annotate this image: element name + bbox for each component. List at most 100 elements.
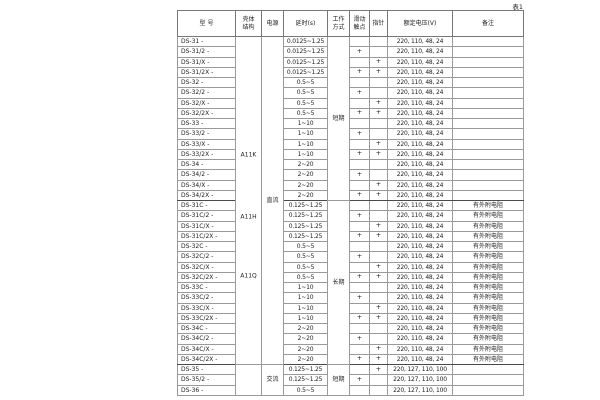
remark-cell: 有外附电阻 [452,343,524,355]
model-cell: DS-34 - [177,158,236,171]
remark-cell: 有外附电阻 [452,220,524,232]
sliding-contact-cell: + [349,46,370,58]
voltage-cell: 220, 127, 110, 100 [387,363,453,376]
remark-cell: 有外附电阻 [452,292,524,304]
sliding-contact-cell [349,302,370,314]
remark-cell [452,158,524,171]
table-row: DS-33C/2X - 1~10 + +220, 110, 48, 24 有外附电阻 [177,312,524,325]
sliding-contact-cell [349,363,370,376]
remark-cell [452,97,524,109]
remark-cell [452,384,524,396]
delay-cell: 2~20 [283,189,328,202]
pointer-cell [369,281,388,294]
sliding-contact-cell [349,158,370,171]
voltage-cell: 220, 110, 48, 24 [387,230,453,243]
shell-structure-label: A11K [240,151,257,159]
table-row: DS-34/X - 2~20 +220, 110, 48, 24 [177,179,524,191]
pointer-cell: + [369,97,388,109]
pointer-cell [369,292,388,304]
voltage-cell: 220, 110, 48, 24 [387,302,453,314]
table-row: DS-32C - 0.5~5 220, 110, 48, 24 有外附电阻 [177,240,524,253]
sliding-contact-cell [349,220,370,232]
pointer-cell: + [369,66,388,79]
header-shell-structure: 壳体 结构 [235,10,262,37]
voltage-cell: 220, 110, 48, 24 [387,158,453,171]
remark-cell: 有外附电阻 [452,312,524,325]
delay-cell: 0.5~5 [283,107,328,120]
remark-cell [452,374,524,386]
remark-cell: 有外附电阻 [452,199,524,212]
remark-cell: 有外附电阻 [452,261,524,273]
delay-cell: 2~20 [283,353,328,366]
pointer-cell: + [369,189,388,202]
model-cell: DS-32C/2X - [177,271,236,284]
table-row: DS-31/2X - 0.0125~1.25 + +220, 110, 48, 24 [177,66,524,79]
sliding-contact-cell: + [349,271,370,284]
table-row: DS-34C/2 - 2~20 +220, 110, 48, 24 有外附电阻 [177,333,524,345]
pointer-cell: + [369,353,388,366]
voltage-cell: 220, 110, 48, 24 [387,292,453,304]
table-row: DS-34 - 2~20 220, 110, 48, 24 [177,158,524,171]
delay-cell: 2~20 [283,158,328,171]
model-cell: DS-31/2X - [177,66,236,79]
table-body: DS-31 - A11K A11H A11Q 直流 0.0125~1.25 短期 220, 1… [177,35,524,396]
voltage-cell: 220, 110, 48, 24 [387,281,453,294]
voltage-cell: 220, 110, 48, 24 [387,128,453,140]
voltage-cell: 220, 110, 48, 24 [387,35,453,48]
delay-cell: 2~20 [283,179,328,191]
table-row: DS-33 - 1~10 220, 110, 48, 24 [177,117,524,130]
sliding-contact-cell: + [349,353,370,366]
voltage-cell: 220, 110, 48, 24 [387,343,453,355]
delay-cell: 1~10 [283,312,328,325]
delay-cell: 0.0125~1.25 [283,56,328,68]
model-cell: DS-33/X - [177,138,236,150]
model-cell: DS-33C/2 - [177,292,236,304]
sliding-contact-cell [349,138,370,150]
table-row: DS-32C/2 - 0.5~5 +220, 110, 48, 24 有外附电阻 [177,251,524,263]
pointer-cell [369,374,388,386]
delay-cell: 1~10 [283,281,328,294]
delay-cell: 2~20 [283,343,328,355]
table-row: DS-33C - 1~10 220, 110, 48, 24 有外附电阻 [177,281,524,294]
table-row: DS-32C/X - 0.5~5 +220, 110, 48, 24 有外附电阻 [177,261,524,273]
sliding-contact-cell [349,76,370,89]
delay-cell: 1~10 [283,138,328,150]
remark-cell: 有外附电阻 [452,240,524,253]
sliding-contact-cell: + [349,251,370,263]
table-row: DS-34/2 - 2~20 +220, 110, 48, 24 [177,169,524,181]
voltage-cell: 220, 110, 48, 24 [387,107,453,120]
remark-cell [452,189,524,202]
remark-cell: 有外附电阻 [452,333,524,345]
delay-cell: 0.0125~1.25 [283,35,328,48]
model-cell: DS-33/2X - [177,148,236,161]
delay-cell: 0.5~5 [283,97,328,109]
pointer-cell: + [369,271,388,284]
pointer-cell: + [369,230,388,243]
shell-structure-label: A11H [240,213,257,221]
model-cell: DS-31 - [177,35,236,48]
table-caption: 表1 [512,3,523,11]
sliding-contact-cell [349,199,370,212]
pointer-cell: + [369,302,388,314]
delay-cell: 0.125~1.25 [283,199,328,212]
remark-cell [452,66,524,79]
pointer-cell [369,384,388,396]
model-cell: DS-34C/2X - [177,353,236,366]
table-row: DS-34/2X - 2~20 + +220, 110, 48, 24 [177,189,524,202]
sliding-contact-cell: + [349,292,370,304]
remark-cell [452,363,524,376]
voltage-cell: 220, 110, 48, 24 [387,56,453,68]
sliding-contact-cell [349,179,370,191]
pointer-cell [369,46,388,58]
model-cell: DS-34C - [177,322,236,335]
voltage-cell: 220, 110, 48, 24 [387,271,453,284]
voltage-cell: 220, 110, 48, 24 [387,97,453,109]
remark-cell [452,76,524,89]
voltage-cell: 220, 110, 48, 24 [387,220,453,232]
pointer-cell [369,117,388,130]
model-cell: DS-35 - [177,363,236,376]
voltage-cell: 220, 110, 48, 24 [387,333,453,345]
table-row: DS-31C/2X - 0.125~1.25 + +220, 110, 48, 24 有… [177,230,524,243]
relay-spec-table: 型 号 壳体 结构 电源 延时(s) 工作 方式 滑动 触点 指针 额定电压(V… [177,10,524,396]
model-cell: DS-34C/2 - [177,333,236,345]
